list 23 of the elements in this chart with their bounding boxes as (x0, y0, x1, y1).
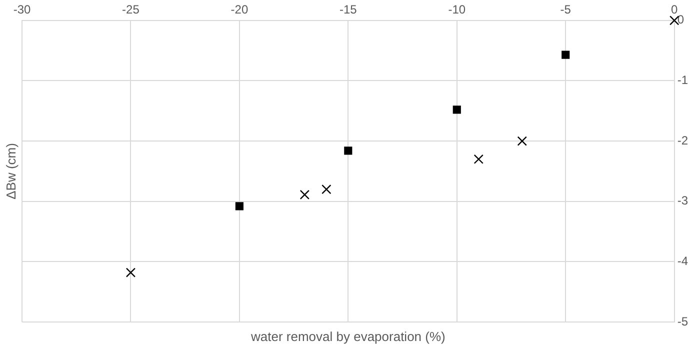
point (235, 202, 244, 210)
point (562, 50, 570, 59)
y-tick-label: -5 (677, 314, 688, 328)
x-tick-label: -30 (13, 2, 31, 17)
point (322, 184, 332, 194)
x-tick-label: -5 (560, 2, 572, 17)
y-tick-label: 0 (677, 12, 684, 27)
point (474, 154, 484, 164)
point (452, 106, 461, 114)
x-tick-label: -10 (448, 2, 466, 17)
x-tick-label: -25 (122, 2, 140, 17)
x-axis-title: water removal by evaporation (%) (250, 329, 446, 344)
y-tick-label: -2 (677, 133, 688, 148)
y-axis-title: ΔBw (cm) (4, 143, 19, 200)
point (126, 268, 136, 278)
x-tick-label: -20 (230, 2, 248, 17)
x-tick-label: -15 (339, 2, 358, 17)
y-tick-label: -4 (677, 254, 688, 268)
y-tick-label: -1 (677, 73, 688, 88)
point (344, 146, 352, 155)
point (517, 136, 527, 146)
point (300, 190, 310, 200)
y-tick-label: -3 (677, 194, 688, 208)
